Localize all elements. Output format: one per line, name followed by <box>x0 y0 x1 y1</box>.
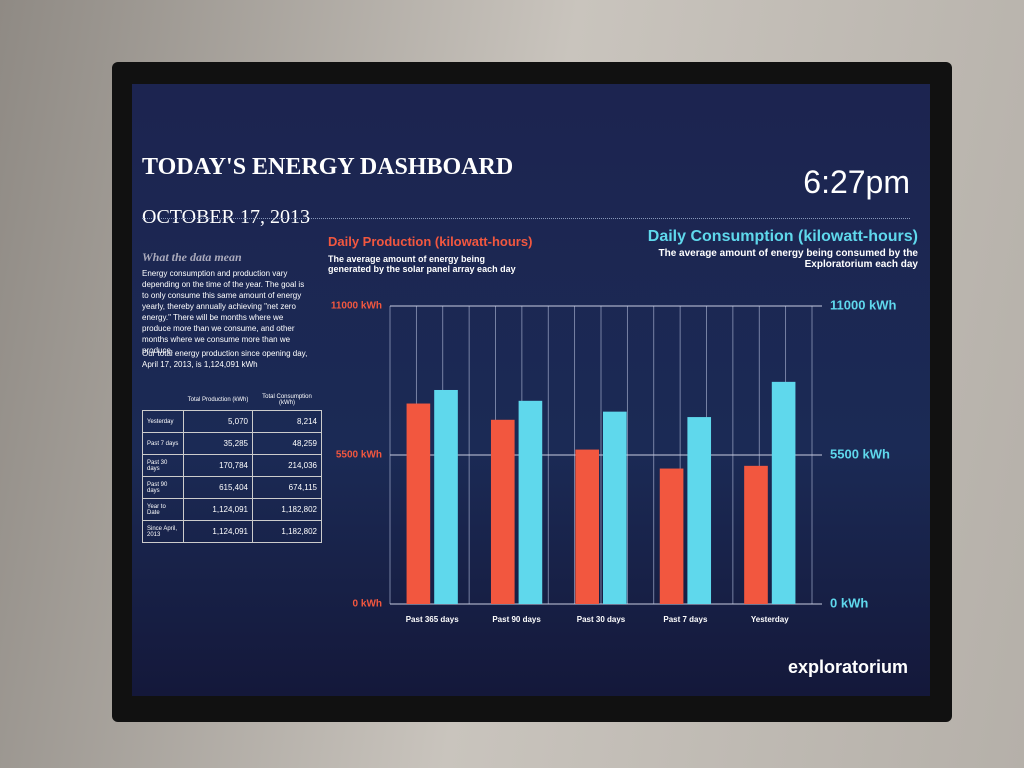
dashboard-screen: 0 kWh 5500 kWh 11000 kWh 0 kWh 5500 kWh 11000… <box>132 84 930 696</box>
value-cell: 615,404 <box>183 476 253 499</box>
y-tick-label: 5500 kWh <box>336 450 382 461</box>
explainer-body: Energy consumption and production vary d… <box>142 269 305 355</box>
bar <box>406 403 431 604</box>
dashboard-date: OCTOBER 17, 2013 <box>142 206 310 228</box>
table-row: Past 90 days 615,404 674,115 <box>142 476 322 499</box>
bar <box>687 417 712 604</box>
y2-tick-label: 5500 kWh <box>830 446 890 461</box>
value-cell: 1,124,091 <box>183 498 253 521</box>
value-cell: 1,182,802 <box>252 498 322 521</box>
value-cell: 35,285 <box>183 432 253 455</box>
table-row: Year to Date 1,124,091 1,182,802 <box>142 498 322 521</box>
bar <box>659 468 684 604</box>
bar <box>744 465 768 604</box>
value-cell: 674,115 <box>252 476 322 499</box>
value-cell: 8,214 <box>252 410 322 433</box>
column-header: Total Consumption (kWh) <box>262 393 312 406</box>
table-row: Since April, 2013 1,124,091 1,182,802 <box>142 520 322 543</box>
row-label: Since April, 2013 <box>142 520 184 543</box>
value-cell: 1,124,091 <box>183 520 253 543</box>
value-cell: 170,784 <box>183 454 253 477</box>
row-label: Past 30 days <box>142 454 184 477</box>
explainer-heading: What the data mean <box>142 250 242 264</box>
row-label: Year to Date <box>142 498 184 521</box>
x-tick-label: Past 90 days <box>492 615 541 624</box>
table-row: Past 7 days 35,285 48,259 <box>142 432 322 455</box>
table-row: Yesterday 5,070 8,214 <box>142 410 322 433</box>
value-cell: 48,259 <box>252 432 322 455</box>
table-header-row: Total Production (kWh) Total Consumption … <box>143 389 322 411</box>
bar <box>518 400 543 604</box>
clock: 6:27pm <box>803 164 910 200</box>
x-tick-label: Past 30 days <box>577 615 626 624</box>
value-cell: 1,182,802 <box>252 520 322 543</box>
table-row: Past 30 days 170,784 214,036 <box>142 454 322 477</box>
bar <box>575 449 599 604</box>
header-cell <box>143 389 184 411</box>
x-tick-label: Yesterday <box>751 615 789 624</box>
row-label: Yesterday <box>142 410 184 433</box>
y-tick-label: 11000 kWh <box>331 301 382 312</box>
bar <box>490 419 515 604</box>
consumption-title: Daily Consumption (kilowatt-hours) <box>647 228 918 245</box>
bar <box>603 411 627 604</box>
explainer-total: Our total energy production since openin… <box>142 349 308 369</box>
y2-tick-label: 0 kWh <box>830 595 868 610</box>
x-tick-label: Past 365 days <box>406 615 459 624</box>
chart: 0 kWh 5500 kWh 11000 kWh 0 kWh 5500 kWh 11000… <box>331 297 897 624</box>
dashboard-title: TODAY'S ENERGY DASHBOARD <box>142 154 514 180</box>
column-header: Total Production (kWh) <box>187 396 249 403</box>
logo: exploratorium <box>787 657 908 677</box>
value-cell: 214,036 <box>252 454 322 477</box>
x-tick-label: Past 7 days <box>663 615 708 624</box>
totals-table: Total Production (kWh) Total Consumption … <box>142 389 322 543</box>
consumption-subtitle: The average amount of energy being consu… <box>658 248 919 270</box>
bar <box>434 389 458 604</box>
y2-tick-label: 11000 kWh <box>830 297 897 312</box>
y-tick-label: 0 kWh <box>353 599 382 610</box>
value-cell: 5,070 <box>183 410 253 433</box>
row-label: Past 90 days <box>142 476 184 499</box>
row-label: Past 7 days <box>142 432 184 455</box>
production-subtitle: The average amount of energy being gener… <box>328 254 516 274</box>
divider <box>142 218 910 219</box>
bar <box>771 381 796 604</box>
production-title: Daily Production (kilowatt-hours) <box>328 234 533 249</box>
